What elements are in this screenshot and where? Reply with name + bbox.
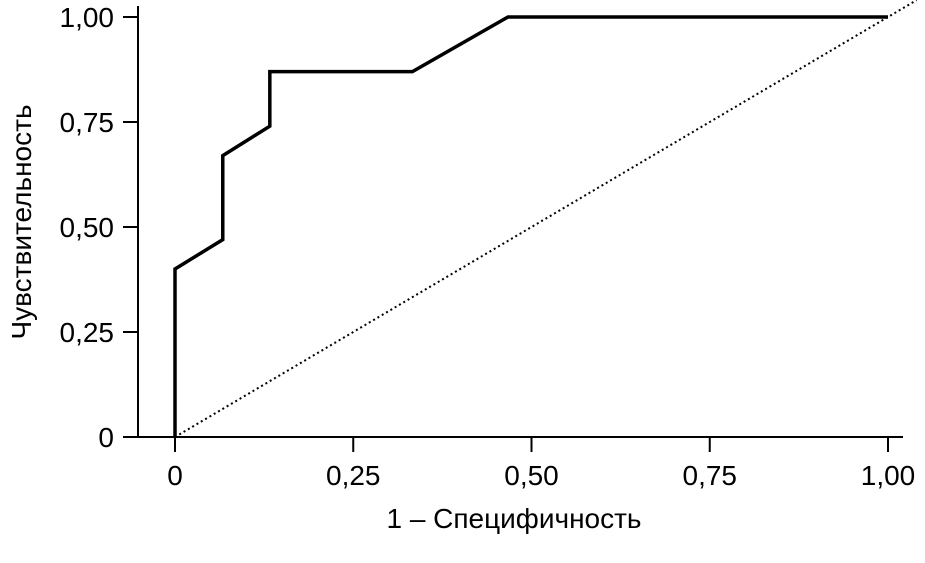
y-tick-label: 0,25 <box>60 317 115 348</box>
x-tick-label: 1,00 <box>861 460 916 491</box>
y-tick-label: 0,75 <box>60 107 115 138</box>
x-ticks: 0 0,25 0,50 0,75 1,00 <box>167 437 915 491</box>
roc-curve-line <box>173 15 888 437</box>
y-ticks: 0 0,25 0,50 0,75 1,00 <box>60 2 138 453</box>
y-tick-label: 0 <box>98 422 114 453</box>
x-axis-label: 1 – Специфичность <box>386 503 641 534</box>
y-axis-label: Чувствительность <box>6 104 37 339</box>
axes <box>137 6 903 438</box>
reference-diagonal-line <box>174 0 918 438</box>
y-tick-label: 1,00 <box>60 2 115 33</box>
x-tick-label: 0 <box>167 460 183 491</box>
x-tick-label: 0,75 <box>683 460 738 491</box>
x-tick-label: 0,25 <box>326 460 381 491</box>
series-layer <box>173 0 918 438</box>
y-tick-label: 0,50 <box>60 212 115 243</box>
x-tick-label: 0,50 <box>504 460 559 491</box>
